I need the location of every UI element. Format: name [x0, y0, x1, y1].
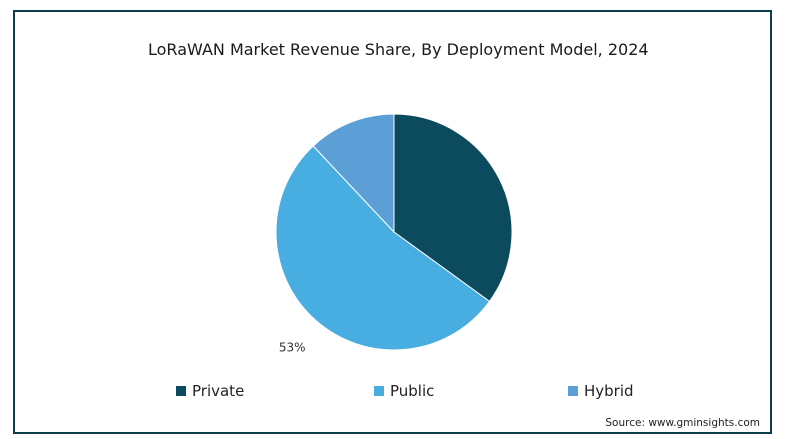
legend-swatch-hybrid	[568, 386, 578, 396]
pie-labels: 53%	[279, 341, 306, 355]
legend-item-private: Private	[176, 382, 244, 400]
legend-swatch-private	[176, 386, 186, 396]
legend-label-public: Public	[390, 382, 435, 400]
chart-title: LoRaWAN Market Revenue Share, By Deploym…	[148, 40, 649, 59]
pie-slice-hybrid	[312, 113, 395, 234]
pie-slice-private	[393, 113, 513, 303]
pie-slices	[275, 113, 513, 351]
legend-swatch-public	[374, 386, 384, 396]
legend-item-public: Public	[374, 382, 434, 400]
legend-label-hybrid: Hybrid	[584, 382, 634, 400]
legend-item-hybrid: Hybrid	[568, 382, 634, 400]
source-note: Source: www.gminsights.com	[605, 417, 760, 429]
pie-slice-public	[275, 145, 491, 351]
legend-label-private: Private	[192, 382, 245, 400]
data-label-public: 53%	[279, 341, 306, 355]
chart-legend: Private Public Hybrid	[0, 382, 790, 404]
